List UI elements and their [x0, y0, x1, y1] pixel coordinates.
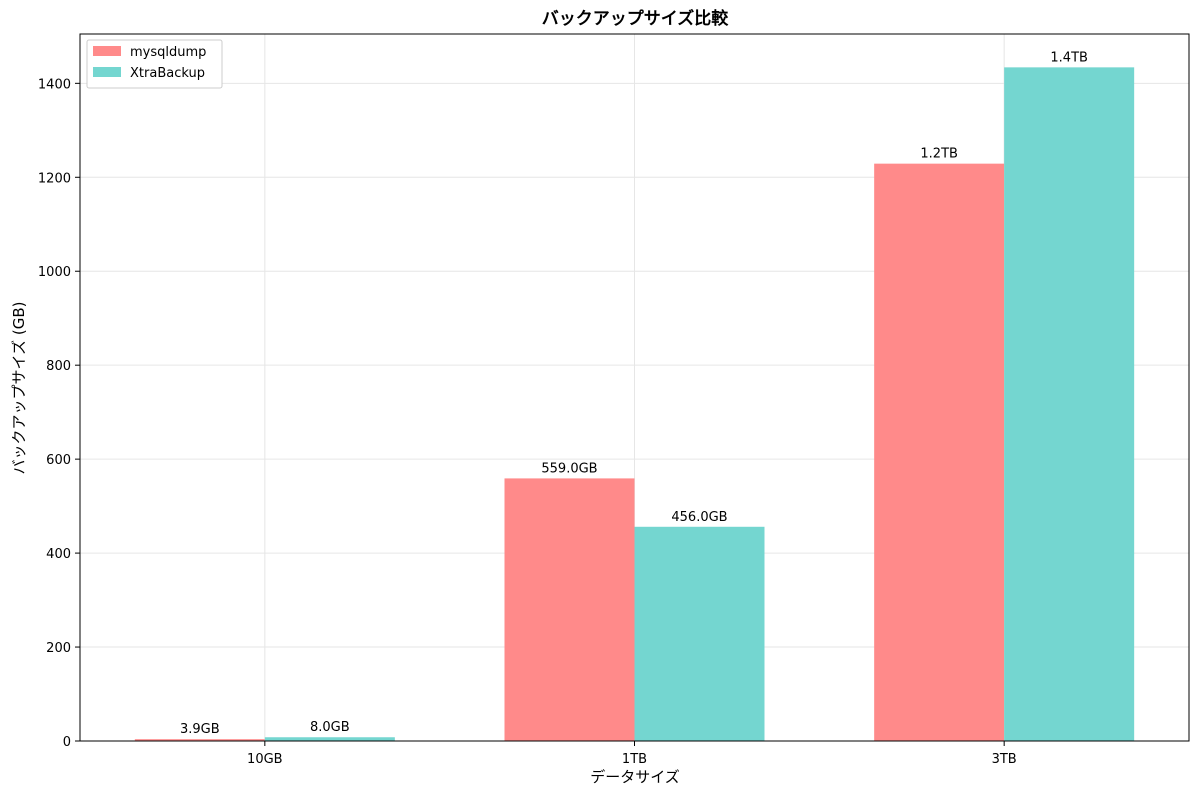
bar-mysqldump	[504, 478, 635, 741]
x-tick-label: 3TB	[992, 752, 1017, 767]
legend-swatch	[93, 46, 121, 56]
data-label: 559.0GB	[541, 461, 597, 476]
bar-XtraBackup	[634, 526, 765, 741]
x-axis-label: データサイズ	[590, 768, 680, 786]
legend-swatch	[93, 67, 121, 77]
bars	[134, 67, 1135, 741]
y-axis-label: バックアップサイズ (GB)	[10, 302, 28, 475]
ticks: 0 200 400 600 800 1000 1200 1400 10GB 1TB 3TB	[38, 77, 1017, 767]
legend: mysqldump XtraBackup	[86, 39, 223, 89]
y-tick-label: 0	[63, 735, 71, 750]
y-tick-label: 1200	[38, 171, 71, 186]
bar-XtraBackup	[264, 737, 395, 741]
x-tick-label: 10GB	[247, 752, 283, 767]
chart-title: バックアップサイズ比較	[542, 8, 729, 29]
y-tick-label: 400	[46, 547, 71, 562]
data-labels: 3.9GB 559.0GB 1.2TB 8.0GB 456.0GB 1.4TB	[180, 50, 1088, 737]
legend-label: XtraBackup	[130, 66, 205, 81]
y-tick-label: 800	[46, 359, 71, 374]
y-tick-label: 1400	[38, 77, 71, 92]
data-label: 1.4TB	[1050, 50, 1088, 65]
data-label: 3.9GB	[180, 722, 220, 737]
data-label: 456.0GB	[671, 510, 727, 525]
x-tick-label: 1TB	[622, 752, 647, 767]
data-label: 8.0GB	[310, 720, 350, 735]
y-tick-label: 600	[46, 453, 71, 468]
bar-mysqldump	[874, 163, 1005, 741]
bar-mysqldump	[134, 739, 265, 741]
bar-XtraBackup	[1004, 67, 1135, 741]
y-tick-label: 200	[46, 641, 71, 656]
data-label: 1.2TB	[920, 147, 958, 162]
legend-label: mysqldump	[130, 45, 206, 60]
y-tick-label: 1000	[38, 265, 71, 280]
